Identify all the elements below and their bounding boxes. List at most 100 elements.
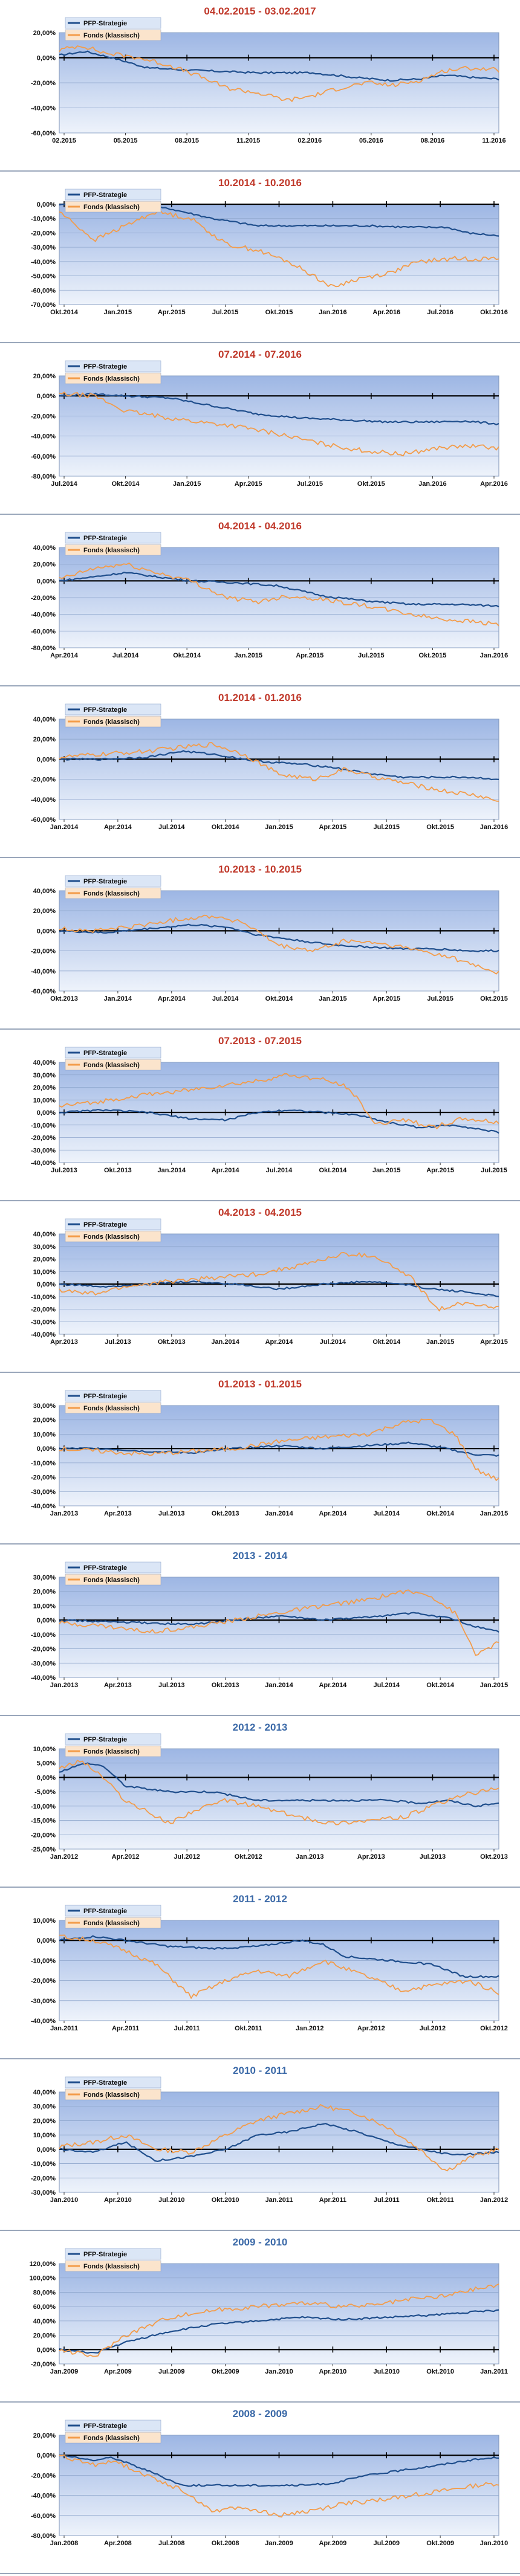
- x-tick-label: Jan.2015: [234, 652, 262, 659]
- x-tick-label: Jul.2013: [105, 1338, 131, 1346]
- chart-svg: 10.2013 - 10.2015 40,00% 20,00% 0,00% -20,00…: [31, 864, 508, 1002]
- y-tick-label: 0,00%: [37, 928, 56, 935]
- y-tick-label: 20,00%: [33, 30, 56, 37]
- chart-panel: 04.02.2015 - 03.02.2017 20,00% 0,00% -20,00…: [0, 0, 520, 170]
- plot-area: [59, 204, 499, 305]
- y-tick-label: -40,00%: [31, 1331, 56, 1338]
- x-tick-label: Apr.2012: [112, 1853, 140, 1861]
- x-tick-label: Jan.2016: [418, 480, 446, 488]
- x-tick-label: Apr.2009: [319, 2540, 346, 2547]
- x-tick-label: 05.2016: [359, 137, 383, 144]
- panel-divider: [0, 2230, 520, 2231]
- x-tick-label: Apr.2015: [235, 480, 262, 488]
- x-tick-label: Jan.2009: [50, 2368, 78, 2375]
- x-tick-label: Jan.2014: [104, 995, 132, 1002]
- x-tick-label: Jan.2011: [480, 2368, 508, 2375]
- x-tick-label: Okt.2015: [265, 309, 293, 316]
- y-tick-label: 10,00%: [33, 1917, 56, 1925]
- x-tick-label: Apr.2015: [480, 1338, 508, 1346]
- legend-label: Fonds (klassisch): [83, 1748, 140, 1755]
- chart-svg: 04.02.2015 - 03.02.2017 20,00% 0,00% -20,00…: [31, 5, 506, 144]
- x-tick-label: Okt.2013: [212, 1682, 239, 1689]
- y-tick-label: -10,00%: [31, 1803, 56, 1810]
- y-tick-label: 40,00%: [33, 1231, 56, 1238]
- series-line-pfp-strategie: [59, 392, 499, 425]
- chart-title: 04.2014 - 04.2016: [218, 520, 302, 532]
- y-tick-label: -40,00%: [31, 2493, 56, 2500]
- x-tick-label: Jan.2010: [50, 2197, 78, 2204]
- x-tick-label: Jan.2016: [480, 652, 508, 659]
- y-tick-label: 0,00%: [37, 1281, 56, 1288]
- y-tick-label: -40,00%: [31, 1674, 56, 1682]
- x-tick-label: Okt.2012: [235, 1853, 262, 1861]
- x-tick-label: Okt.2014: [265, 995, 294, 1002]
- y-tick-label: 30,00%: [33, 1574, 56, 1581]
- legend: PFP-Strategie Fonds (klassisch): [65, 1905, 161, 1929]
- y-tick-label: 80,00%: [33, 2289, 56, 2296]
- x-tick-label: Apr.2013: [104, 1682, 132, 1689]
- y-tick-label: -20,00%: [31, 80, 56, 87]
- y-tick-label: 120,00%: [30, 2261, 56, 2268]
- chart-title: 07.2014 - 07.2016: [218, 349, 302, 360]
- x-tick-label: Jan.2011: [50, 2025, 78, 2032]
- y-tick-label: -20,00%: [31, 595, 56, 602]
- y-tick-label: 10,00%: [33, 2132, 56, 2139]
- x-tick-label: Jul.2014: [51, 480, 77, 488]
- y-tick-label: -10,00%: [31, 2161, 56, 2168]
- legend-label: PFP-Strategie: [83, 2251, 127, 2258]
- series-line-fonds-klassisch: [59, 2283, 499, 2357]
- y-tick-label: -20,00%: [31, 2175, 56, 2182]
- y-tick-label: -60,00%: [31, 816, 56, 824]
- series-line-fonds-klassisch: [59, 2454, 499, 2518]
- legend-item-bg: [65, 1745, 161, 1757]
- y-tick-label: 0,00%: [37, 756, 56, 763]
- y-tick-label: -40,00%: [31, 433, 56, 441]
- y-tick-label: 100,00%: [30, 2275, 56, 2282]
- legend-label: PFP-Strategie: [83, 1050, 127, 1057]
- y-tick-label: -60,00%: [31, 988, 56, 995]
- chart-panel: 07.2014 - 07.2016 20,00% 0,00% -20,00% -40,0…: [0, 343, 520, 514]
- y-tick-label: 10,00%: [33, 1746, 56, 1753]
- x-tick-label: Okt.2014: [426, 1510, 455, 1517]
- series-line-fonds-klassisch: [59, 392, 499, 457]
- y-tick-label: -40,00%: [31, 259, 56, 266]
- series-line-pfp-strategie: [59, 923, 499, 952]
- x-tick-label: Jan.2015: [480, 1510, 508, 1517]
- y-tick-label: -60,00%: [31, 130, 56, 137]
- legend-item-bg: [65, 1561, 161, 1574]
- x-tick-label: Jul.2012: [174, 1853, 200, 1861]
- legend-label: Fonds (klassisch): [83, 718, 140, 726]
- x-tick-label: Apr.2014: [265, 1338, 294, 1346]
- legend-item-bg: [65, 1047, 161, 1059]
- x-tick-label: Jul.2011: [174, 2025, 200, 2032]
- legend-label: Fonds (klassisch): [83, 375, 140, 383]
- chart-title: 2009 - 2010: [233, 2236, 288, 2248]
- chart-title: 04.2013 - 04.2015: [218, 1207, 302, 1218]
- chart-svg: 07.2014 - 07.2016 20,00% 0,00% -20,00% -40,0…: [31, 349, 508, 488]
- chart-panel: 2010 - 2011 40,00% 30,00% 20,00% 10,00% 0,00%…: [0, 2059, 520, 2230]
- y-tick-label: 20,00%: [33, 2432, 56, 2439]
- series-line-fonds-klassisch: [59, 1418, 499, 1481]
- x-tick-label: Apr.2016: [372, 309, 400, 316]
- panel-divider: [0, 514, 520, 515]
- legend-label: PFP-Strategie: [83, 1908, 127, 1915]
- y-tick-label: -30,00%: [31, 244, 56, 251]
- legend-item-bg: [65, 2076, 161, 2088]
- x-tick-label: Okt.2011: [235, 2025, 262, 2032]
- y-tick-label: 20,00%: [33, 1256, 56, 1264]
- series-line-fonds-klassisch: [59, 914, 499, 975]
- chart-svg: 2011 - 2012 10,00% 0,00% -10,00% -20,00% -30,…: [31, 1893, 508, 2032]
- chart-panel: 01.2014 - 01.2016 40,00% 20,00% 0,00% -20,00…: [0, 686, 520, 857]
- x-tick-label: Jul.2014: [112, 652, 139, 659]
- chart-title: 2011 - 2012: [233, 1893, 287, 1905]
- chart-panel: 07.2013 - 07.2015 40,00% 30,00% 20,00% 10,00…: [0, 1030, 520, 1200]
- x-tick-label: Apr.2013: [357, 1853, 385, 1861]
- legend: PFP-Strategie Fonds (klassisch): [65, 2248, 161, 2272]
- y-tick-label: 0,00%: [37, 578, 56, 585]
- x-tick-label: Jul.2011: [374, 2197, 400, 2204]
- legend-item-bg: [65, 2419, 161, 2432]
- panel-divider: [0, 2573, 520, 2574]
- y-tick-label: 40,00%: [33, 544, 56, 552]
- chart-panel: 2012 - 2013 10,00% 5,00% 0,00% -5,00% -10,00%…: [0, 1716, 520, 1887]
- y-tick-label: -60,00%: [31, 453, 56, 460]
